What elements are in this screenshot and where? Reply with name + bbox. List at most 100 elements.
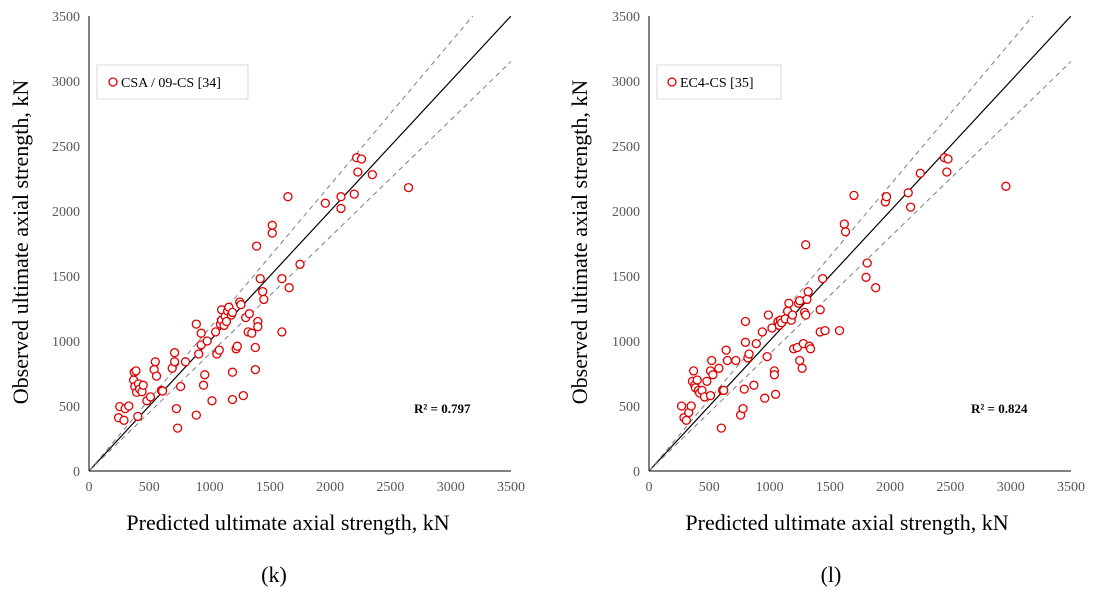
data-point [915, 168, 925, 178]
y-tick-label: 1500 [52, 270, 80, 285]
x-tick-label: 0 [646, 480, 653, 495]
data-point [815, 305, 825, 315]
data-point [277, 273, 287, 284]
data-point [349, 189, 359, 199]
data-point [1001, 181, 1011, 191]
data-point [757, 327, 767, 337]
chart-panel-k: 0 500 1000 1500 2000 2500 3000 3500 0 500 1000 1500… [0, 0, 546, 592]
data-point [762, 351, 772, 362]
data-point [942, 167, 952, 177]
data-points [676, 153, 1011, 433]
legend-marker [108, 77, 118, 87]
data-point [227, 367, 238, 377]
data-point [253, 322, 263, 332]
data-point [150, 357, 160, 367]
y-tick-label: 1500 [612, 270, 640, 285]
data-point [770, 389, 781, 399]
data-point [801, 310, 811, 320]
y-tick-label: 3500 [612, 10, 640, 25]
data-point [251, 241, 262, 251]
y-tick-label: 2500 [612, 140, 640, 155]
line-of-equality [649, 16, 1071, 471]
data-point [731, 355, 741, 366]
data-point [244, 309, 255, 319]
data-point [151, 371, 162, 381]
y-tick-label: 1000 [612, 335, 640, 350]
data-point [138, 380, 148, 390]
data-point [803, 286, 813, 297]
data-point [903, 188, 913, 198]
legend-box [656, 64, 782, 100]
data-point [795, 355, 805, 366]
data-point [124, 401, 134, 411]
x-tick-label: 1500 [816, 480, 844, 495]
data-point [336, 203, 346, 214]
data-point [820, 325, 830, 336]
data-point [353, 167, 363, 177]
lower-bound-line [649, 61, 1071, 471]
r-squared-annotation: R² = 0.824 [971, 401, 1028, 416]
data-point [839, 219, 849, 229]
panel-caption: (l) [821, 562, 842, 587]
data-point [834, 325, 845, 336]
data-point [191, 319, 201, 329]
data-point [403, 182, 414, 193]
data-point [267, 220, 277, 230]
data-point [797, 363, 807, 373]
data-point [196, 328, 206, 338]
data-point [751, 338, 761, 349]
data-point [740, 337, 751, 347]
x-axis-title: Predicted ultimate axial strength, kN [126, 510, 449, 535]
data-point [681, 415, 692, 425]
y-tick-label: 2000 [52, 205, 80, 220]
axes: 0 500 1000 1500 2000 2500 3000 3500 0 500 1000 1500… [612, 10, 1085, 495]
data-point [805, 344, 816, 354]
data-point [247, 328, 257, 338]
data-point [686, 401, 696, 411]
x-tick-label: 2000 [316, 480, 344, 495]
data-point [801, 240, 811, 250]
line-of-equality [89, 16, 511, 471]
panel-caption: (k) [261, 562, 287, 587]
data-point [716, 423, 726, 433]
y-tick-label: 3000 [52, 75, 80, 90]
x-tick-label: 500 [139, 480, 160, 495]
data-point [760, 393, 770, 403]
data-point [210, 327, 221, 337]
x-tick-label: 3500 [1057, 480, 1085, 495]
data-point [194, 349, 204, 359]
data-point [227, 394, 238, 405]
data-point [787, 310, 798, 320]
data-point [784, 298, 794, 308]
data-point [172, 423, 183, 433]
chart-panel-l: 0 500 1000 1500 2000 2500 3000 3500 0 500 1000 1500… [547, 0, 1093, 592]
y-tick-label: 500 [619, 400, 640, 415]
y-tick-label: 1000 [52, 335, 80, 350]
legend: CSA / 09-CS [34] [96, 64, 249, 100]
data-point [356, 154, 367, 164]
data-point [259, 294, 269, 305]
x-tick-label: 1000 [756, 480, 784, 495]
x-tick-label: 1500 [256, 480, 284, 495]
data-point [719, 385, 729, 396]
legend-box [96, 64, 249, 100]
data-point [131, 366, 141, 376]
y-tick-label: 0 [633, 465, 640, 480]
data-point [227, 307, 238, 318]
data-point [236, 299, 246, 310]
data-point [202, 336, 212, 346]
data-point [169, 348, 180, 358]
x-axis-title: Predicted ultimate axial strength, kN [685, 510, 1008, 535]
data-point [840, 227, 851, 237]
data-point [367, 169, 377, 180]
y-tick-label: 3500 [52, 10, 80, 25]
legend-label: EC4-CS [35] [680, 76, 754, 91]
data-point [692, 375, 702, 385]
data-point [802, 294, 812, 305]
data-point [171, 403, 182, 414]
data-point [721, 345, 731, 355]
y-tick-label: 500 [59, 400, 80, 415]
x-tick-label: 3000 [997, 480, 1025, 495]
data-point [232, 341, 242, 351]
data-point [336, 192, 346, 202]
